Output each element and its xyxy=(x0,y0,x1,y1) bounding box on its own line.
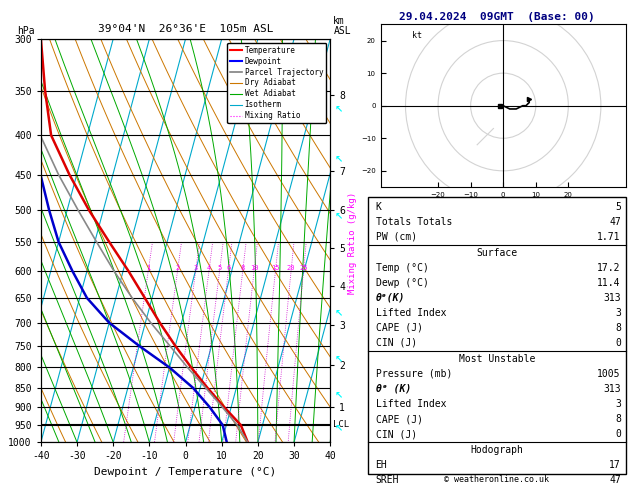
Text: 1.71: 1.71 xyxy=(598,232,621,242)
Text: CIN (J): CIN (J) xyxy=(376,338,416,348)
Text: ↖: ↖ xyxy=(335,424,342,434)
Text: SREH: SREH xyxy=(376,475,399,485)
Text: 39°04'N  26°36'E  105m ASL: 39°04'N 26°36'E 105m ASL xyxy=(97,24,274,34)
Text: 5: 5 xyxy=(218,265,221,271)
Text: EH: EH xyxy=(376,460,387,470)
Text: 47: 47 xyxy=(609,217,621,226)
Text: kt: kt xyxy=(412,31,422,40)
Text: 10: 10 xyxy=(250,265,259,271)
Text: LCL: LCL xyxy=(333,420,350,429)
Text: 20: 20 xyxy=(287,265,296,271)
Text: 0: 0 xyxy=(615,338,621,348)
Text: © weatheronline.co.uk: © weatheronline.co.uk xyxy=(445,474,549,484)
Text: Dewp (°C): Dewp (°C) xyxy=(376,278,428,288)
Text: 313: 313 xyxy=(603,293,621,303)
Text: 1: 1 xyxy=(146,265,150,271)
Text: ↖: ↖ xyxy=(335,104,342,114)
Legend: Temperature, Dewpoint, Parcel Trajectory, Dry Adiabat, Wet Adiabat, Isotherm, Mi: Temperature, Dewpoint, Parcel Trajectory… xyxy=(227,43,326,123)
Text: Surface: Surface xyxy=(476,247,518,258)
Text: 17.2: 17.2 xyxy=(598,262,621,273)
Text: 6: 6 xyxy=(226,265,231,271)
Text: Lifted Index: Lifted Index xyxy=(376,308,446,318)
Text: 25: 25 xyxy=(299,265,308,271)
Text: 17: 17 xyxy=(609,460,621,470)
Text: ↖: ↖ xyxy=(335,155,342,164)
Text: ↖: ↖ xyxy=(335,212,342,222)
Text: 3: 3 xyxy=(615,399,621,409)
Text: 3: 3 xyxy=(194,265,198,271)
Text: θᵊ(K): θᵊ(K) xyxy=(376,293,405,303)
Text: Lifted Index: Lifted Index xyxy=(376,399,446,409)
Text: Mixing Ratio (g/kg): Mixing Ratio (g/kg) xyxy=(348,192,357,294)
Text: km
ASL: km ASL xyxy=(333,17,351,36)
Text: 8: 8 xyxy=(240,265,245,271)
Text: Most Unstable: Most Unstable xyxy=(459,354,535,364)
Text: CAPE (J): CAPE (J) xyxy=(376,414,423,424)
Text: 0: 0 xyxy=(615,429,621,439)
Text: CAPE (J): CAPE (J) xyxy=(376,323,423,333)
Text: 11.4: 11.4 xyxy=(598,278,621,288)
Text: 29.04.2024  09GMT  (Base: 00): 29.04.2024 09GMT (Base: 00) xyxy=(399,12,595,22)
Text: 3: 3 xyxy=(615,308,621,318)
Text: CIN (J): CIN (J) xyxy=(376,429,416,439)
Text: 15: 15 xyxy=(271,265,280,271)
Text: Pressure (mb): Pressure (mb) xyxy=(376,369,452,379)
Text: Totals Totals: Totals Totals xyxy=(376,217,452,226)
Text: K: K xyxy=(376,202,381,211)
Text: Hodograph: Hodograph xyxy=(470,445,523,455)
Text: θᵊ (K): θᵊ (K) xyxy=(376,384,411,394)
Text: Temp (°C): Temp (°C) xyxy=(376,262,428,273)
Text: 2: 2 xyxy=(175,265,180,271)
Text: 313: 313 xyxy=(603,384,621,394)
Text: 8: 8 xyxy=(615,414,621,424)
Text: PW (cm): PW (cm) xyxy=(376,232,416,242)
Text: 8: 8 xyxy=(615,323,621,333)
Text: 5: 5 xyxy=(615,202,621,211)
Text: hPa: hPa xyxy=(17,26,35,36)
X-axis label: Dewpoint / Temperature (°C): Dewpoint / Temperature (°C) xyxy=(94,467,277,477)
Text: ↖: ↖ xyxy=(335,354,342,364)
Text: ↖: ↖ xyxy=(335,391,342,400)
Text: 47: 47 xyxy=(609,475,621,485)
Text: 4: 4 xyxy=(207,265,211,271)
Text: 1005: 1005 xyxy=(598,369,621,379)
Text: ↖: ↖ xyxy=(335,308,342,318)
